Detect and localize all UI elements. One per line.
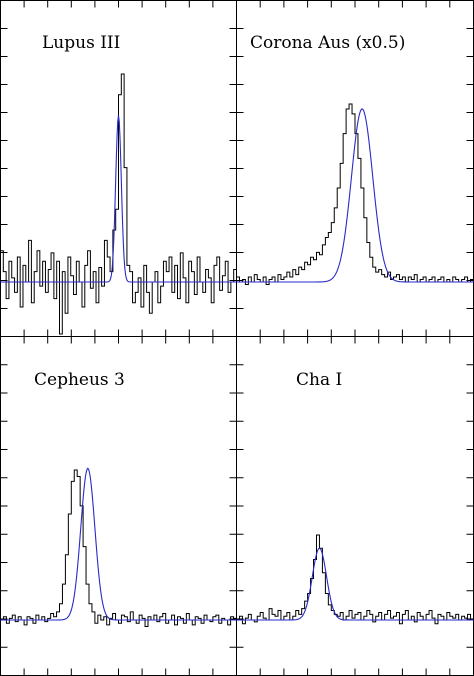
- panel-title: Lupus III: [42, 33, 120, 53]
- panel-title: Corona Aus (x0.5): [250, 33, 405, 53]
- gaussian-fit-line: [236, 547, 474, 621]
- panel-lupus-iii: Lupus III: [0, 0, 237, 337]
- panel-title: Cha I: [296, 370, 342, 390]
- panel-cepheus-3: Cepheus 3: [0, 336, 237, 676]
- panel-title: Cepheus 3: [34, 370, 125, 390]
- gaussian-fit-line: [0, 115, 237, 283]
- panel-frame: [236, 336, 474, 676]
- spectrum-histogram: [0, 469, 237, 628]
- gaussian-fit-line: [0, 467, 237, 621]
- spectrum-histogram: [236, 534, 474, 625]
- spectrum-histogram: [0, 73, 237, 335]
- panel-corona-aus: Corona Aus (x0.5): [236, 0, 474, 337]
- gaussian-fit-line: [236, 108, 474, 283]
- panel-cha-i: Cha I: [236, 336, 474, 676]
- spectrum-histogram: [236, 103, 474, 285]
